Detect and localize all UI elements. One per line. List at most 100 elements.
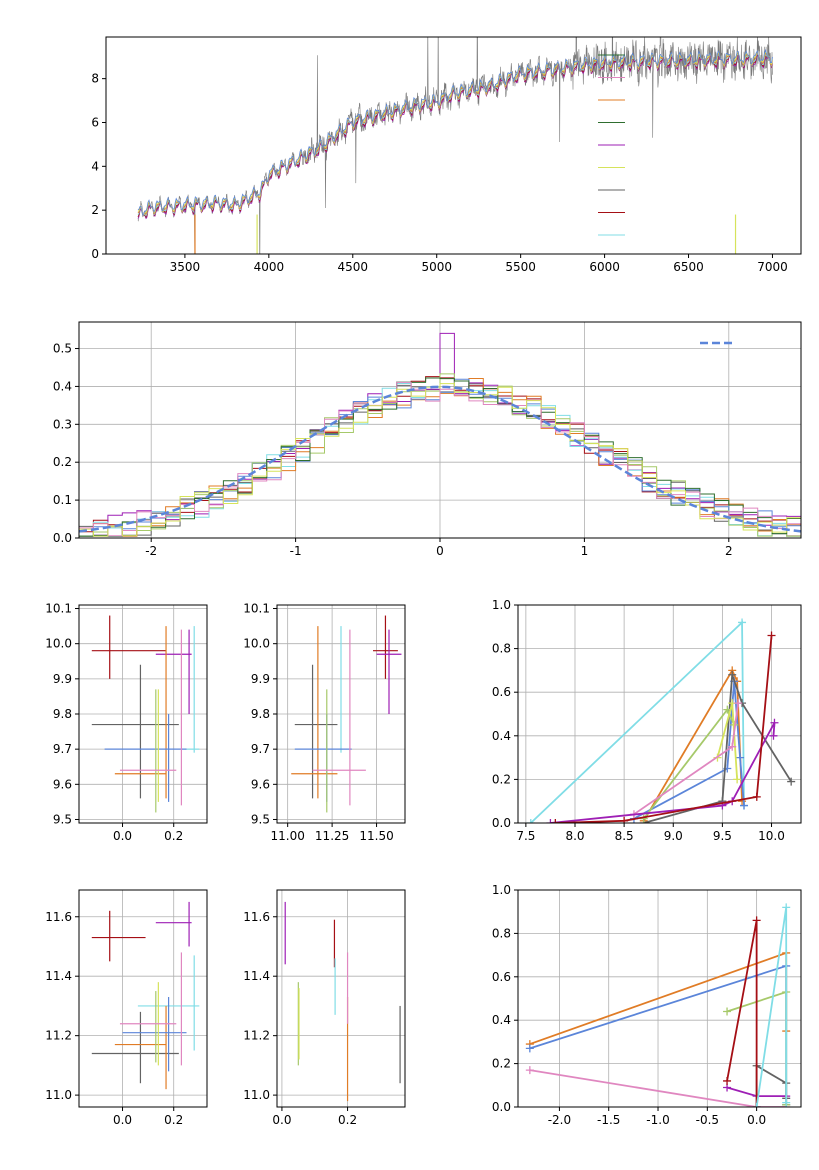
y-tick-label: 1.0 — [492, 598, 511, 612]
chart-panel-2: 0.0 0.2 9.5 9.6 9.7 9.8 9.9 10.0 10.1 — [45, 602, 208, 843]
axes: 7.5 8.0 8.5 9.0 9.5 10.0 0.0 0.2 0.4 0.6 0.8 1.0 — [492, 598, 802, 843]
y-tick-label: 0.4 — [492, 729, 511, 743]
y-tick-label: 2 — [91, 203, 99, 217]
y-tick-label: 9.5 — [251, 812, 270, 826]
y-tick-label: 9.6 — [251, 777, 270, 791]
y-tick-label: 9.7 — [251, 742, 270, 756]
y-tick-label: 0.2 — [492, 1057, 511, 1071]
axes-frame — [276, 889, 406, 1108]
z-weight-series-line — [755, 907, 788, 1107]
x-tick-label: 5000 — [421, 260, 452, 274]
x-tick-label: 6000 — [589, 260, 620, 274]
y-tick-label: 0.0 — [53, 531, 72, 545]
axes: 11.00 11.25 11.50 9.5 9.6 9.7 9.8 9.9 10.0 10.1 — [243, 602, 406, 843]
y-tick-label: 9.9 — [251, 672, 270, 686]
age-weight-marker — [551, 819, 560, 823]
z-weight-series-line — [529, 1069, 787, 1107]
y-tick-label: 0.1 — [53, 493, 72, 507]
plot-area — [91, 901, 200, 1090]
x-tick-label: 0 — [436, 544, 444, 558]
y-tick-label: 0.8 — [492, 926, 511, 940]
y-tick-label: 9.6 — [53, 777, 72, 791]
residual-histogram — [79, 373, 801, 537]
x-tick-label: 0.2 — [164, 1113, 183, 1127]
axes: 0.0 0.2 11.0 11.2 11.4 11.6 — [45, 889, 208, 1127]
y-tick-label: 0.2 — [492, 772, 511, 786]
x-tick-label: 9.0 — [664, 829, 683, 843]
spectrum-model-line — [137, 48, 773, 217]
y-tick-label: 0.5 — [53, 342, 72, 356]
spectrum-model-line — [137, 51, 773, 217]
x-tick-label: 4500 — [338, 260, 369, 274]
y-tick-label: 9.5 — [53, 812, 72, 826]
x-tick-label: 0.2 — [164, 829, 183, 843]
age-weight-marker — [733, 775, 742, 784]
y-tick-label: 11.4 — [243, 969, 270, 983]
x-tick-label: 0.0 — [113, 829, 132, 843]
axes: 0.0 0.2 9.5 9.6 9.7 9.8 9.9 10.0 10.1 — [45, 602, 208, 843]
x-tick-label: 6500 — [673, 260, 704, 274]
chart-panel-6: 0.0 0.2 11.0 11.2 11.4 11.6 — [243, 889, 406, 1127]
y-tick-label: 10.0 — [243, 637, 270, 651]
chart-panel-3: 11.00 11.25 11.50 9.5 9.6 9.7 9.8 9.9 10.0 10.1 — [243, 602, 406, 843]
spectrum-model-line — [137, 50, 773, 217]
chart-panel-1: -2 -1 0 1 2 0.0 0.1 0.2 0.3 0.4 0.5 — [53, 321, 802, 558]
age-weight-marker — [738, 797, 747, 806]
z-weight-marker — [525, 1066, 534, 1075]
plot-area — [291, 615, 402, 813]
age-weight-marker — [728, 742, 737, 751]
y-tick-label: 1.0 — [492, 883, 511, 897]
grid — [518, 604, 801, 824]
plot-area — [79, 332, 801, 537]
residual-histogram — [79, 383, 801, 537]
age-weight-marker — [770, 718, 779, 727]
y-tick-label: 0.2 — [53, 455, 72, 469]
y-tick-label: 9.8 — [251, 707, 270, 721]
z-weight-marker — [752, 1103, 761, 1107]
y-tick-label: 0.4 — [53, 379, 72, 393]
age-weight-marker — [734, 699, 743, 708]
z-weight-marker — [723, 1007, 732, 1016]
x-tick-label: 0.0 — [113, 1113, 132, 1127]
y-tick-label: 0.6 — [492, 685, 511, 699]
grid — [277, 890, 405, 1107]
y-tick-label: 11.2 — [243, 1029, 270, 1043]
age-weight-marker — [767, 631, 776, 640]
x-tick-label: 0.2 — [338, 1113, 357, 1127]
z-weight-series-line — [726, 920, 758, 1107]
x-tick-label: 2 — [725, 544, 733, 558]
y-tick-label: 0.0 — [492, 1100, 511, 1114]
y-tick-label: 0.0 — [492, 816, 511, 830]
chart-panel-0: 3500 4000 4500 5000 5500 6000 6500 7000 0 2 4 6 8 — [91, 36, 802, 274]
plot-area — [137, 37, 773, 254]
y-tick-label: 10.1 — [45, 602, 72, 616]
axes: 3500 4000 4500 5000 5500 6000 6500 7000 0 2 4 6 8 — [91, 36, 802, 274]
axes-frame — [105, 36, 802, 255]
x-tick-label: 8.0 — [565, 829, 584, 843]
x-tick-label: 7000 — [757, 260, 788, 274]
legend — [598, 54, 625, 236]
age-weight-series-line — [530, 620, 745, 823]
chart-panel-5: 0.0 0.2 11.0 11.2 11.4 11.6 — [45, 889, 208, 1127]
z-weight-marker — [525, 1044, 534, 1053]
spectrum-data-line — [137, 37, 773, 254]
y-tick-label: 10.1 — [243, 602, 270, 616]
spectrum-model-line — [137, 50, 773, 217]
y-tick-label: 11.2 — [45, 1029, 72, 1043]
x-tick-label: 9.5 — [713, 829, 732, 843]
x-tick-label: 4000 — [254, 260, 285, 274]
y-tick-label: 10.0 — [45, 637, 72, 651]
z-weight-marker — [782, 1098, 791, 1107]
axes-frame — [78, 889, 208, 1108]
plot-area — [525, 903, 791, 1107]
x-tick-label: 1 — [581, 544, 589, 558]
age-weight-marker — [738, 618, 747, 627]
grid — [79, 890, 207, 1107]
residual-histogram — [79, 332, 801, 537]
y-tick-label: 8 — [91, 72, 99, 86]
y-tick-label: 9.8 — [53, 707, 72, 721]
x-tick-label: 11.50 — [359, 829, 393, 843]
axes-frame — [517, 889, 802, 1108]
plot-area — [526, 618, 796, 823]
